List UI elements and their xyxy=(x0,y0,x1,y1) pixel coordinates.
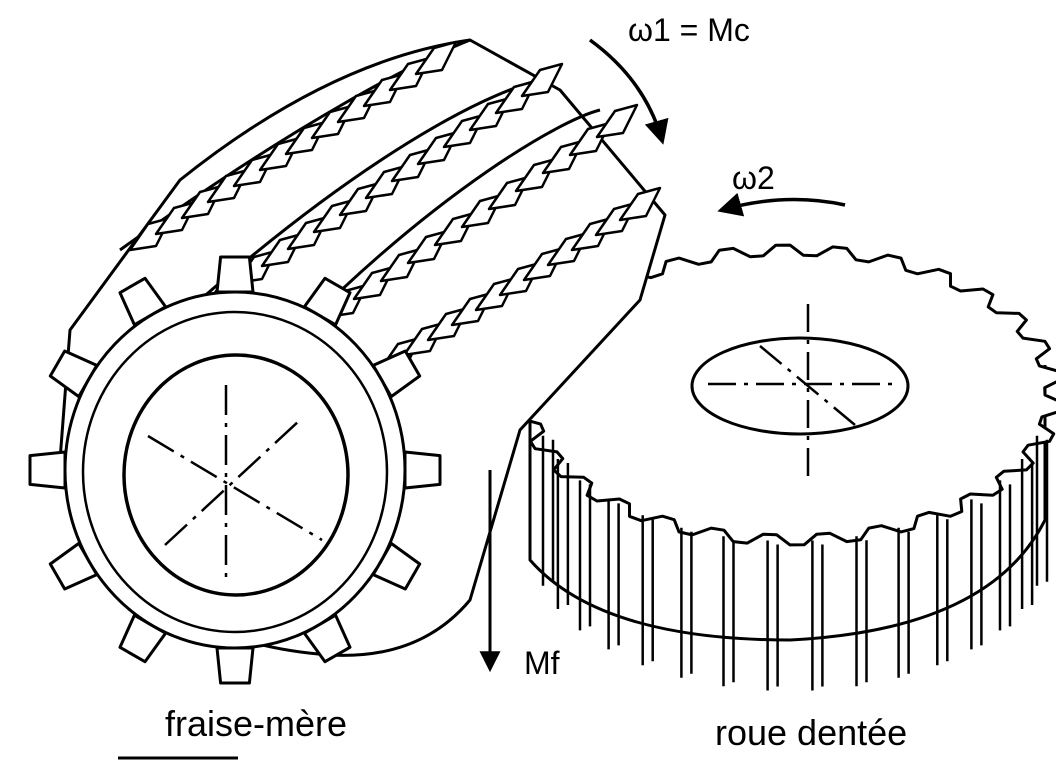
hob-bore xyxy=(122,353,350,597)
gear-bore xyxy=(690,336,910,436)
gear-axis-diagonal xyxy=(759,345,856,426)
omega2-label: ω2 xyxy=(732,160,775,196)
hob-front-tooth xyxy=(28,450,67,490)
gear-groove xyxy=(541,435,555,586)
gear-groove xyxy=(1020,459,1034,609)
gear-groove xyxy=(766,540,779,691)
gear-groove xyxy=(578,480,592,631)
gear-groove xyxy=(722,536,735,687)
gear-groove xyxy=(641,515,654,666)
gear-label: roue dentée xyxy=(715,712,908,753)
gear-groove xyxy=(855,536,868,687)
gear-groove xyxy=(811,540,824,691)
hob-axis-diag-b xyxy=(164,419,301,546)
hob-front-tooth xyxy=(403,450,442,490)
gear-groove xyxy=(936,515,949,666)
hob-label: fraise-mère xyxy=(165,703,348,744)
mf-label: Mf xyxy=(524,645,560,681)
hob-front-tooth xyxy=(215,255,255,294)
gear-groove xyxy=(680,527,693,678)
hob-tooth xyxy=(414,40,458,76)
gear-groove xyxy=(556,459,570,609)
gear-groove xyxy=(970,499,983,650)
hob-axis-diag-a xyxy=(147,434,323,542)
gear-groove xyxy=(1035,435,1049,586)
hob-tooth xyxy=(595,103,639,139)
gear-groove xyxy=(998,480,1012,631)
spur-gear xyxy=(515,243,1056,691)
hob-tooth xyxy=(520,62,564,98)
gear-front-grooves xyxy=(541,435,1049,691)
omega2-rotation-arrow xyxy=(717,192,846,217)
hob-helical-teeth xyxy=(128,40,662,372)
gear-groove xyxy=(607,499,620,650)
hob-front-tooth xyxy=(215,646,255,685)
omega1-rotation-arrow xyxy=(588,38,669,145)
hob-gash xyxy=(298,108,601,332)
omega1-label: ω1 = Mc xyxy=(628,12,750,48)
hob-cutter xyxy=(28,38,667,685)
hob-tooth xyxy=(618,186,662,222)
gear-groove xyxy=(897,527,910,678)
